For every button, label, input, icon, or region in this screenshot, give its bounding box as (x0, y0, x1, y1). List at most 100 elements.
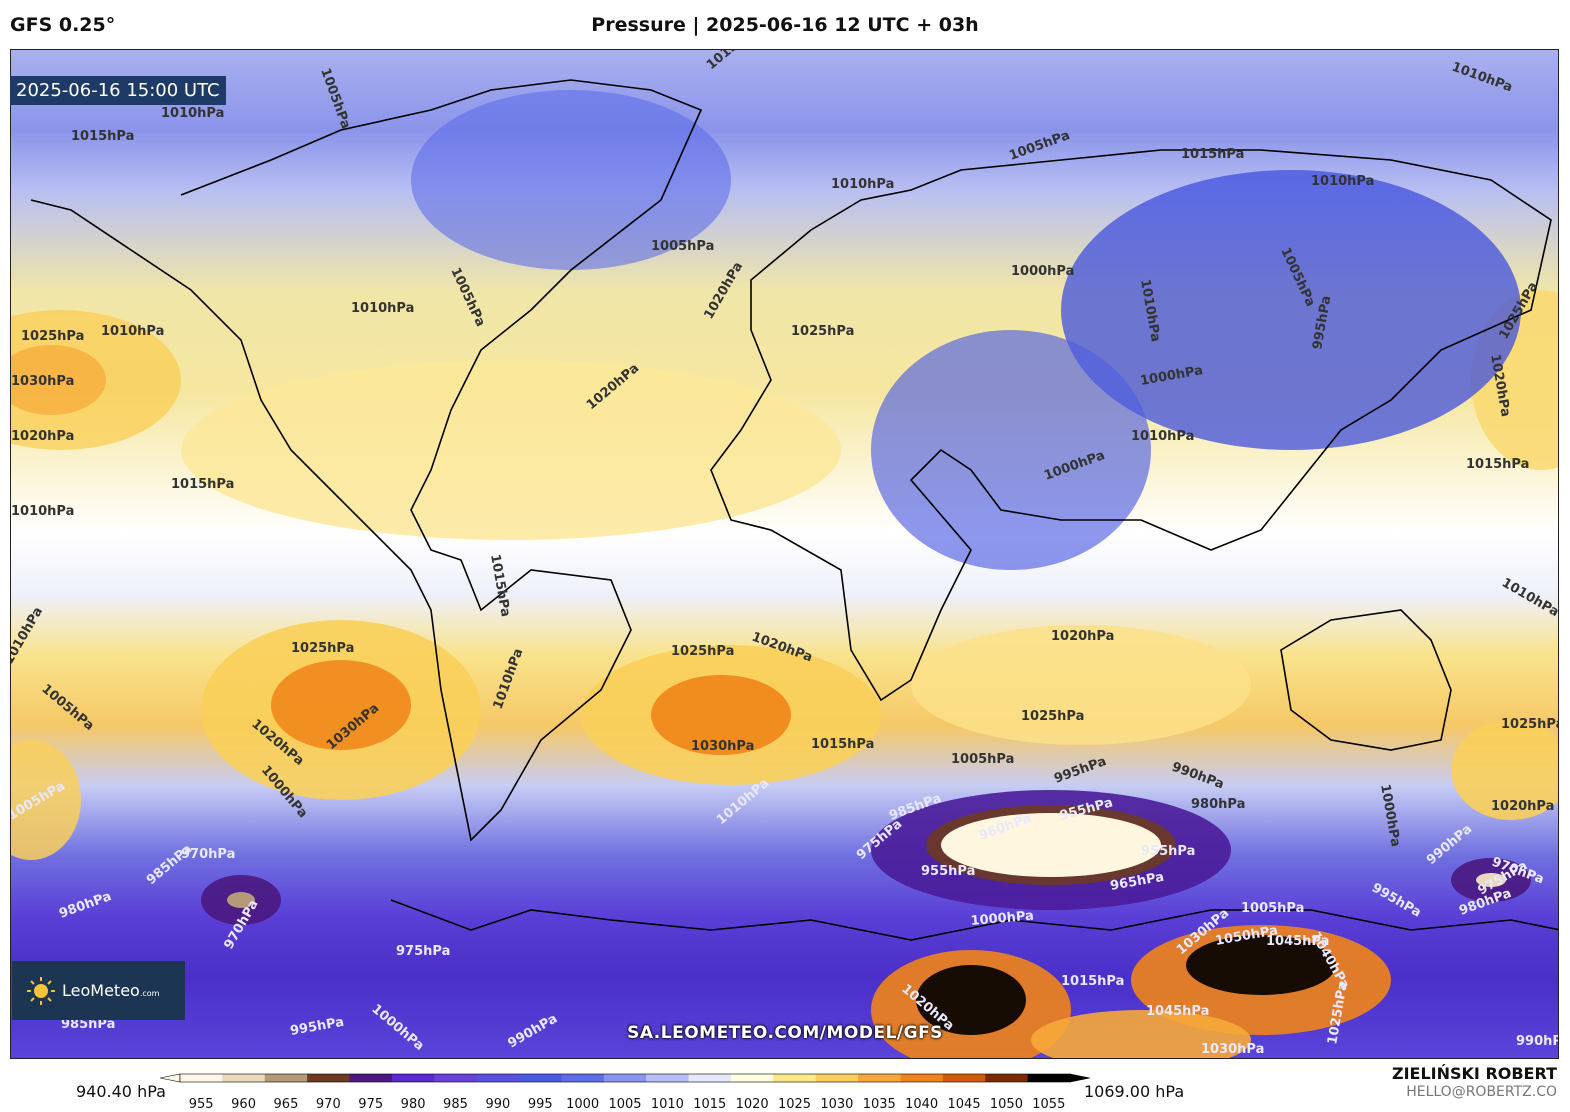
contour-label: 1015hPa (1466, 457, 1529, 472)
colorbar-tick-label: 965 (274, 1097, 299, 1112)
colorbar-bin (264, 1074, 308, 1082)
colorbar-cap-low (160, 1073, 181, 1083)
contour-label: 1005hPa (651, 239, 714, 254)
colorbar-tick-label: 1000 (566, 1097, 599, 1112)
colorbar-bin (985, 1074, 1029, 1082)
contour-label: 1010hPa (351, 301, 414, 316)
contour-label: 1045hPa (1146, 1004, 1209, 1019)
leometeo-logo: LeoMeteo.com (12, 961, 185, 1020)
contour-label: 1025hPa (791, 324, 854, 339)
contour-label: 1025hPa (671, 644, 734, 659)
colorbar-tick-label: 980 (401, 1097, 426, 1112)
colorbar-tick-label: 1010 (651, 1097, 684, 1112)
contour-label: 1005hPa (317, 66, 353, 131)
contour-label: 1010hPa (1450, 60, 1515, 96)
colorbar-bin (900, 1074, 944, 1082)
colorbar-bin (603, 1074, 647, 1082)
pressure-field (11, 90, 1558, 1058)
colorbar-tick-label: 1050 (990, 1097, 1023, 1112)
contour-label: 1030hPa (1201, 1042, 1264, 1057)
colorbar-bin (307, 1074, 351, 1082)
contour-label: 1010hPa (161, 106, 224, 121)
contour-label: 1005hPa (1007, 128, 1072, 164)
colorbar-bin (519, 1074, 562, 1082)
contour-label: 1010hPa (1499, 575, 1559, 620)
contour-label: 955hPa (921, 864, 975, 879)
contour-label: 1030hPa (691, 739, 754, 754)
colorbar-tick-label: 1030 (820, 1097, 853, 1112)
colorbar-tick-label: 985 (443, 1097, 468, 1112)
scale-max-label: 1069.00 hPa (1084, 1082, 1185, 1101)
chart-title: Pressure | 2025-06-16 12 UTC + 03h (591, 14, 979, 36)
contour-label: 1010hPa (1131, 429, 1194, 444)
colorbar-tick-label: 1055 (1032, 1097, 1065, 1112)
contour-label: 955hPa (1141, 844, 1195, 859)
contour-label: 1015hPa (1181, 147, 1244, 162)
colorbar-bin (1027, 1074, 1071, 1082)
model-label: GFS 0.25° (10, 14, 116, 36)
contour-label: 1000hPa (1011, 264, 1074, 279)
colorbar-bin (646, 1074, 690, 1082)
contour-label: 1025hPa (1501, 717, 1559, 732)
colorbar-tick-label: 1025 (778, 1097, 811, 1112)
colorbar-bin (730, 1074, 774, 1082)
colorbar-bin (434, 1074, 478, 1082)
colorbar-bin (561, 1074, 605, 1082)
colorbar-bin (942, 1074, 986, 1082)
valid-time-badge: 2025-06-16 15:00 UTC (10, 76, 226, 105)
source-url: SA.LEOMETEO.COM/MODEL/GFS (627, 1023, 943, 1043)
contour-label: 1025hPa (291, 641, 354, 656)
colorbar-tick-label: 1015 (693, 1097, 726, 1112)
scale-min-label: 940.40 hPa (76, 1082, 166, 1101)
contour-label: 990hPa (1170, 760, 1226, 793)
contour-label: 1020hPa (11, 429, 74, 444)
contour-label: 1010hPa (491, 647, 527, 712)
contour-label: 1010hPa (831, 177, 894, 192)
author-name: ZIELIŃSKI ROBERT (1391, 1064, 1557, 1083)
contour-label: 1005hPa (447, 265, 487, 329)
colorbar-bin (349, 1074, 393, 1082)
contour-label: 1025hPa (21, 329, 84, 344)
contour-label: 995hPa (1052, 754, 1108, 787)
contour-label: 1000hPa (1377, 783, 1403, 848)
contour-label: 995hPa (1369, 880, 1424, 920)
colorbar: 955 960 965 970 975 980 985 990 995 1000 1005 1010 1… (160, 1073, 1090, 1112)
contour-label: 1015hPa (71, 129, 134, 144)
contour-label: 975hPa (396, 944, 450, 959)
contour-label: 1010hPa (11, 605, 46, 667)
colorbar-tick-label: 995 (528, 1097, 553, 1112)
contour-label: 1005hPa (1241, 901, 1304, 916)
contour-label: 985hPa (61, 1017, 115, 1032)
colorbar-tick-label: 1035 (863, 1097, 896, 1112)
colorbar-tick-label: 1045 (948, 1097, 981, 1112)
contour-label: 1000hPa (970, 909, 1034, 929)
colorbar-tick-label: 1005 (608, 1097, 641, 1112)
colorbar-cap-high (1069, 1073, 1090, 1083)
contour-label: 990hPa (1516, 1034, 1559, 1049)
colorbar-bin (815, 1074, 859, 1082)
contour-label: 1015hPa (811, 737, 874, 752)
contour-label: 1005hPa (951, 752, 1014, 767)
colorbar-tick-label: 970 (316, 1097, 341, 1112)
pressure-map: 1010hPa 1015hPa 1005hPa 1005hPa 1015hPa 1010h… (10, 49, 1559, 1059)
contour-label: 1010hPa (11, 504, 74, 519)
colorbar-tick-label: 975 (358, 1097, 383, 1112)
colorbar-bin (180, 1074, 223, 1082)
contour-label: 970hPa (181, 847, 235, 862)
colorbar-tick-label: 960 (231, 1097, 256, 1112)
contour-label: 1010hPa (1311, 174, 1374, 189)
colorbar-bin (773, 1074, 817, 1082)
contour-label: 1015hPa (487, 553, 513, 618)
contour-label: 1030hPa (11, 374, 74, 389)
colorbar-bin (222, 1074, 266, 1082)
colorbar-tick-label: 1020 (736, 1097, 769, 1112)
colorbar-tick-label: 1040 (905, 1097, 938, 1112)
colorbar-bin (391, 1074, 435, 1082)
contour-label: 1010hPa (101, 324, 164, 339)
colorbar-tick-label: 955 (189, 1097, 214, 1112)
colorbar-tick-label: 990 (485, 1097, 510, 1112)
contour-label: 980hPa (1191, 797, 1245, 812)
colorbar-bin (476, 1074, 520, 1082)
contour-label: 1020hPa (701, 260, 746, 322)
contour-label: 990hPa (1424, 822, 1475, 868)
